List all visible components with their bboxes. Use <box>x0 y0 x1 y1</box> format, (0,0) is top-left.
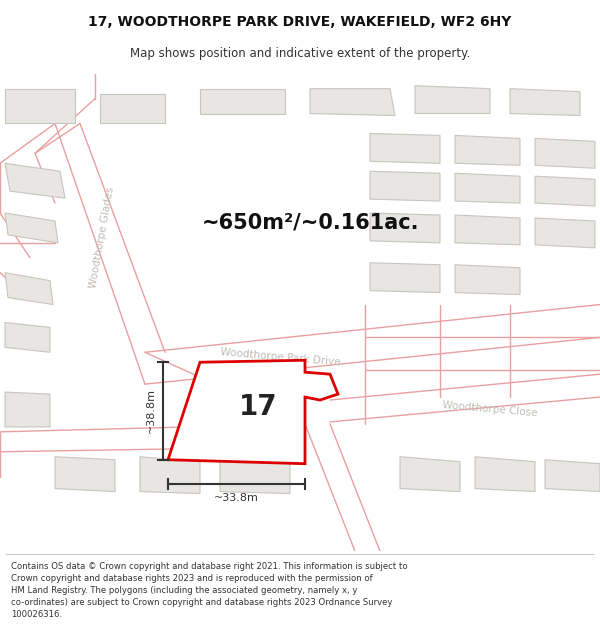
Polygon shape <box>370 171 440 201</box>
Polygon shape <box>535 176 595 206</box>
Polygon shape <box>370 133 440 163</box>
Polygon shape <box>400 457 460 491</box>
Polygon shape <box>5 89 75 124</box>
Polygon shape <box>455 173 520 203</box>
Polygon shape <box>545 460 600 491</box>
Polygon shape <box>200 89 285 114</box>
Polygon shape <box>5 392 50 427</box>
Text: Map shows position and indicative extent of the property.: Map shows position and indicative extent… <box>130 47 470 59</box>
Polygon shape <box>370 213 440 243</box>
Polygon shape <box>535 138 595 168</box>
Polygon shape <box>5 272 53 304</box>
Text: 17, WOODTHORPE PARK DRIVE, WAKEFIELD, WF2 6HY: 17, WOODTHORPE PARK DRIVE, WAKEFIELD, WF… <box>88 15 512 29</box>
Polygon shape <box>455 215 520 245</box>
Polygon shape <box>168 360 338 464</box>
Text: ~33.8m: ~33.8m <box>214 492 259 502</box>
Polygon shape <box>415 86 490 114</box>
Polygon shape <box>370 262 440 292</box>
Polygon shape <box>475 457 535 491</box>
Polygon shape <box>310 89 395 116</box>
Text: ~650m²/~0.161ac.: ~650m²/~0.161ac. <box>201 213 419 233</box>
Polygon shape <box>55 457 115 491</box>
Polygon shape <box>140 457 200 494</box>
Text: Contains OS data © Crown copyright and database right 2021. This information is : Contains OS data © Crown copyright and d… <box>11 562 407 619</box>
Text: Woodthorpe Park Drive: Woodthorpe Park Drive <box>220 347 340 368</box>
Polygon shape <box>100 94 165 124</box>
Polygon shape <box>220 457 290 494</box>
Polygon shape <box>535 218 595 248</box>
Text: Woodthorpe Glades: Woodthorpe Glades <box>88 186 116 289</box>
Polygon shape <box>5 163 65 198</box>
Text: Woodthorpe Close: Woodthorpe Close <box>442 400 538 418</box>
Polygon shape <box>510 89 580 116</box>
Polygon shape <box>455 265 520 294</box>
Polygon shape <box>455 136 520 165</box>
Polygon shape <box>5 322 50 352</box>
Text: 17: 17 <box>239 393 277 421</box>
Polygon shape <box>5 213 58 243</box>
Text: ~38.8m: ~38.8m <box>146 389 156 434</box>
